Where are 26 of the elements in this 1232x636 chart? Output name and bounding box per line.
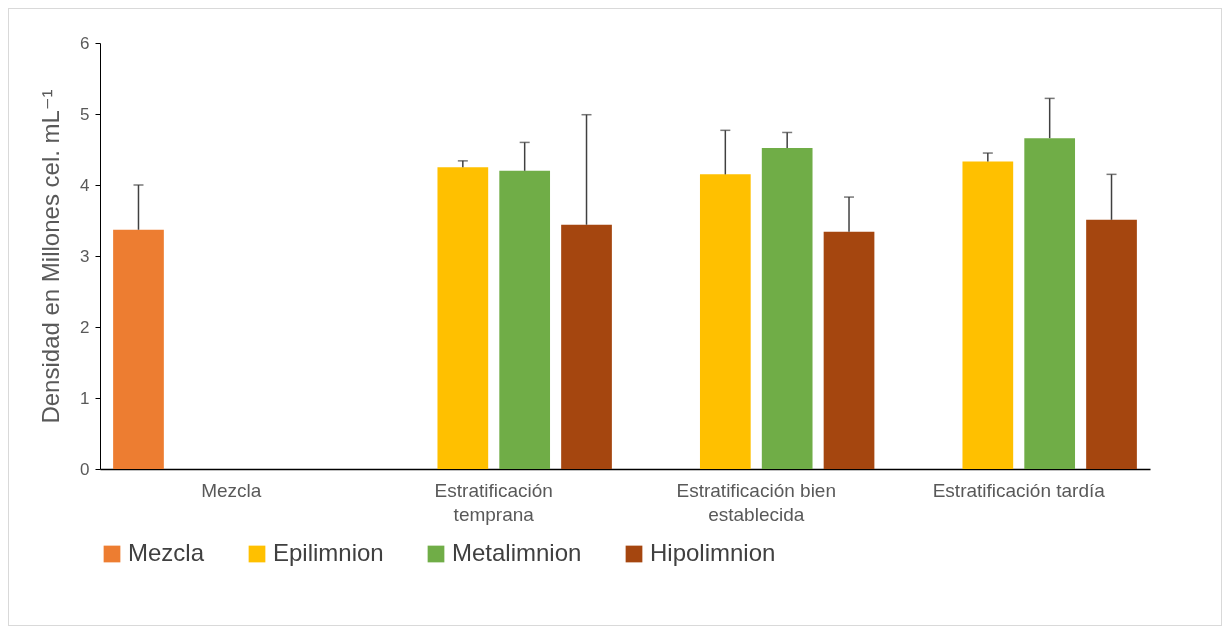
y-tick-label: 0: [80, 459, 90, 479]
bar: [1086, 219, 1137, 469]
bar: [499, 170, 551, 469]
y-tick-label: 2: [80, 317, 90, 337]
bar: [561, 224, 612, 469]
legend-label: Hipolimnion: [650, 539, 776, 566]
y-tick-label: 5: [80, 104, 90, 124]
bar: [437, 167, 489, 469]
bar: [823, 231, 875, 469]
y-tick-label: 4: [80, 175, 90, 195]
bar: [113, 229, 164, 469]
bar: [1024, 138, 1076, 469]
y-tick-label: 3: [80, 246, 90, 266]
x-tick-label: Estratificación bien establecida: [676, 479, 836, 525]
legend-label: Epilimnion: [273, 539, 384, 566]
bar: [699, 174, 751, 469]
bar: [761, 148, 813, 469]
legend-label: Mezcla: [128, 539, 205, 566]
x-tick-label: Estratificación tardía: [932, 479, 1106, 501]
y-tick-label: 1: [80, 388, 90, 408]
y-axis-title: Densidad en Millones cel. mL⁻¹: [37, 89, 65, 424]
x-tick-label: Mezcla: [201, 479, 262, 501]
bar: [962, 161, 1014, 469]
x-tick-label: Estratificación temprana: [434, 479, 553, 525]
y-tick-label: 6: [80, 33, 90, 53]
legend-label: Metalimnion: [452, 539, 582, 566]
